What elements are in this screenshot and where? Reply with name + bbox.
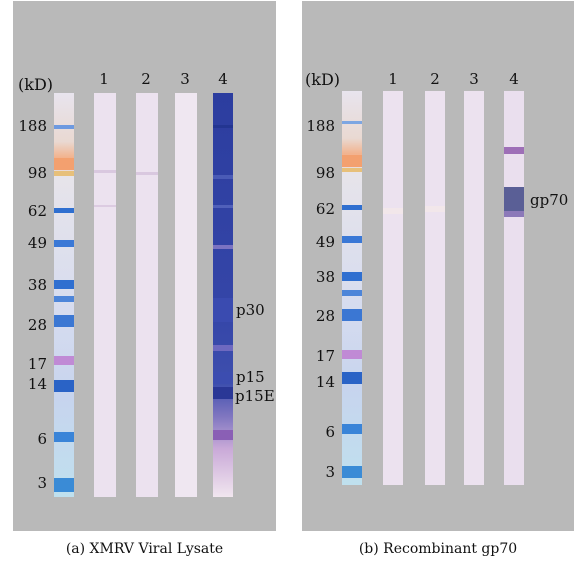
panel-b-mw-marker: 188 bbox=[306, 117, 335, 135]
panel-a-ladder-strip bbox=[54, 93, 74, 497]
panel-b-mw-marker: 49 bbox=[315, 233, 335, 251]
panel-b-caption: (b) Recombinant gp70 bbox=[358, 541, 518, 557]
panel-a-mw-marker: 28 bbox=[27, 316, 47, 334]
panel-b-kd-label: (kD) bbox=[305, 70, 341, 89]
panel-b-band-label-gp70: gp70 bbox=[530, 191, 569, 209]
panel-b-mw-marker: 38 bbox=[315, 268, 335, 286]
panel-b-mw-marker: 14 bbox=[315, 373, 335, 391]
panel-a-lane-number: 2 bbox=[141, 70, 151, 88]
panel-b-lane-number: 3 bbox=[469, 70, 479, 88]
panel-a-lane-number: 3 bbox=[180, 70, 190, 88]
panel-b-mw-marker: 17 bbox=[315, 347, 335, 365]
panel-a-mw-marker: 62 bbox=[27, 202, 47, 220]
panel-b-lane-number: 1 bbox=[388, 70, 398, 88]
panel-a-lane-number: 4 bbox=[218, 70, 228, 88]
panel-b-mw-marker: 3 bbox=[325, 463, 335, 481]
panel-b-mw-marker: 98 bbox=[315, 164, 335, 182]
panel-b-lane-number: 2 bbox=[430, 70, 440, 88]
panel-a-mw-marker: 188 bbox=[18, 117, 47, 135]
panel-b-lane-3-strip bbox=[464, 91, 484, 485]
panel-a-mw-marker: 3 bbox=[37, 474, 47, 492]
panel-a-band-label-p15e: p15E bbox=[235, 387, 275, 405]
panel-b-lane-4-strip bbox=[504, 91, 524, 485]
panel-b-lane-number: 4 bbox=[509, 70, 519, 88]
panel-a-kd-label: (kD) bbox=[18, 75, 54, 94]
panel-b-mw-marker: 62 bbox=[315, 200, 335, 218]
panel-a-caption: (a) XMRV Viral Lysate bbox=[65, 541, 224, 557]
panel-a-mw-marker: 6 bbox=[37, 430, 47, 448]
panel-a-mw-marker: 38 bbox=[27, 276, 47, 294]
panel-a-lane-number: 1 bbox=[99, 70, 109, 88]
panel-a-band-label-p30: p30 bbox=[236, 301, 265, 319]
panel-a-mw-marker: 49 bbox=[27, 234, 47, 252]
panel-b-mw-marker: 6 bbox=[325, 423, 335, 441]
panel-b-lane-1-strip bbox=[383, 91, 403, 485]
panel-b-mw-marker: 28 bbox=[315, 307, 335, 325]
panel-a-mw-marker: 98 bbox=[27, 164, 47, 182]
panel-b-lane-2-strip bbox=[425, 91, 445, 485]
panel-a-mw-marker: 17 bbox=[27, 355, 47, 373]
panel-a-band-label-p15: p15 bbox=[236, 368, 265, 386]
panel-a-lane-4-strip bbox=[213, 93, 233, 497]
panel-a-lane-3-strip bbox=[175, 93, 197, 497]
panel-a-lane-1-strip bbox=[94, 93, 116, 497]
panel-a-lane-2-strip bbox=[136, 93, 158, 497]
panel-a-mw-marker: 14 bbox=[27, 375, 47, 393]
panel-b-ladder-strip bbox=[342, 91, 362, 485]
